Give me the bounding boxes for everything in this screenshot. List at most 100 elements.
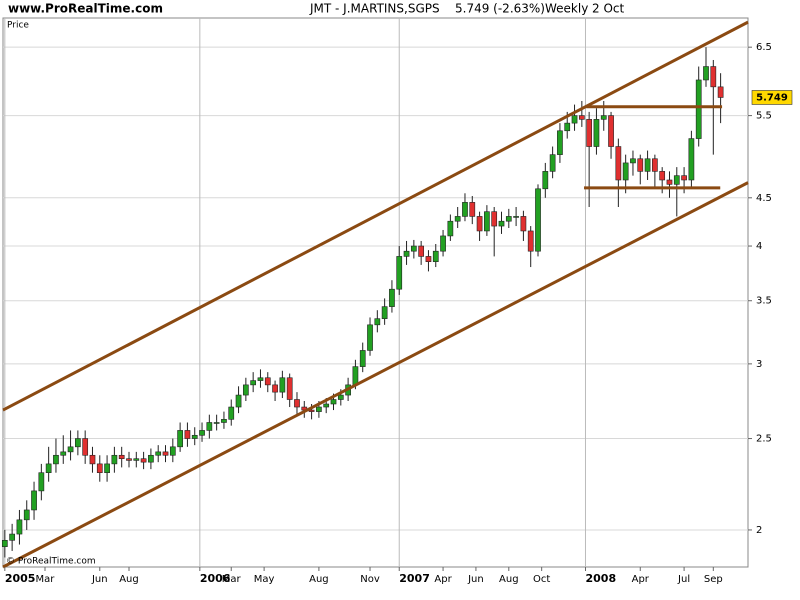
- candle-body: [710, 66, 717, 88]
- y-tick-label: 3: [756, 359, 762, 370]
- x-tick-label: 2005: [5, 572, 36, 585]
- candle-body: [191, 434, 198, 439]
- candle-body: [637, 158, 644, 172]
- candle-body: [235, 394, 242, 408]
- candle-body: [630, 158, 636, 164]
- candle-body: [549, 154, 556, 172]
- candle-body: [622, 162, 629, 181]
- candle-body: [104, 463, 110, 473]
- x-tick-label: Aug: [119, 574, 139, 585]
- candle-body: [184, 430, 191, 439]
- x-tick-label: Apr: [632, 574, 650, 585]
- y-tick-label: 4: [756, 241, 762, 252]
- date: 2 Oct: [592, 2, 624, 16]
- candle-body: [67, 446, 74, 453]
- candle-body: [440, 235, 446, 252]
- candle-body: [213, 422, 220, 424]
- candle-body: [396, 256, 403, 290]
- candle-body: [469, 202, 476, 217]
- candle-body: [593, 119, 600, 147]
- candle-body: [410, 245, 417, 252]
- candle-body: [644, 158, 651, 172]
- candle-body: [9, 533, 15, 541]
- candle-body: [498, 220, 505, 227]
- y-tick-label: 2: [756, 525, 762, 536]
- candle-body: [491, 211, 498, 227]
- candle-body: [681, 175, 687, 181]
- candle-body: [162, 451, 169, 456]
- candle-body: [111, 454, 118, 465]
- candle-body: [703, 66, 709, 81]
- y-tick-label: 4.5: [756, 193, 772, 204]
- candle-body: [118, 454, 125, 459]
- candle-body: [542, 171, 549, 190]
- candle-body: [264, 377, 271, 386]
- candle-body: [96, 463, 103, 473]
- candle-body: [53, 454, 59, 465]
- candle-body: [272, 384, 278, 393]
- candle-body: [462, 202, 468, 217]
- candle-body: [615, 146, 622, 181]
- candle-body: [60, 451, 67, 456]
- plot-area: [2, 17, 749, 568]
- candle-body: [82, 438, 89, 456]
- last-price-label: 5.749: [756, 92, 788, 103]
- x-tick-label: Aug: [499, 574, 519, 585]
- candle-body: [666, 179, 673, 185]
- candle-body: [75, 438, 81, 448]
- y-axis-label: Price: [7, 21, 29, 31]
- x-tick-label: Jul: [677, 574, 690, 585]
- candle-body: [126, 458, 132, 461]
- candle-body: [286, 377, 293, 400]
- candle-body: [374, 318, 381, 326]
- candle-body: [323, 403, 330, 408]
- y-tick-label: 6.5: [756, 42, 772, 53]
- x-tick-label: Aug: [309, 574, 329, 585]
- candle-body: [695, 79, 702, 139]
- candle-body: [447, 220, 454, 237]
- candle-body: [221, 419, 227, 423]
- candle-body: [169, 446, 176, 456]
- x-tick-label: Nov: [360, 574, 380, 585]
- x-tick-label: Sep: [704, 574, 723, 585]
- candle-body: [250, 380, 257, 386]
- candle-body: [578, 115, 585, 120]
- period: Weekly: [545, 2, 588, 16]
- x-tick-label: Jun: [467, 574, 484, 585]
- candle-body: [571, 115, 578, 124]
- candle-body: [381, 306, 388, 319]
- x-tick-label: Apr: [434, 574, 452, 585]
- candle-body: [177, 430, 183, 448]
- candle-body: [279, 377, 286, 393]
- candle-body: [564, 122, 571, 132]
- candle-body: [38, 472, 45, 492]
- candle-body: [16, 519, 23, 535]
- candle-body: [148, 454, 154, 463]
- candle-body: [527, 230, 534, 252]
- candle-body: [717, 86, 724, 98]
- candle-body: [359, 350, 366, 367]
- candle-body: [1, 540, 8, 547]
- chart-subtitle: 5.749 (-2.63%): [455, 2, 545, 16]
- chart-title: JMT - J.MARTINS,SGPS: [309, 2, 440, 16]
- candle-body: [673, 175, 680, 185]
- candle-body: [199, 430, 205, 436]
- candle-body: [600, 115, 607, 120]
- x-tick-label: Jun: [91, 574, 108, 585]
- x-tick-label: 2008: [585, 572, 616, 585]
- candle-body: [352, 366, 359, 386]
- candle-body: [140, 458, 147, 463]
- candle-body: [659, 171, 666, 181]
- copyright: © ProRealTime.com: [6, 557, 96, 567]
- x-tick-label: Mar: [36, 574, 56, 585]
- candle-body: [367, 324, 373, 351]
- candle-body: [45, 463, 52, 473]
- candle-body: [484, 211, 490, 232]
- site-name: www.ProRealTime.com: [8, 2, 163, 16]
- candle-body: [418, 245, 425, 257]
- candle-body: [688, 138, 695, 181]
- candle-body: [432, 250, 439, 262]
- candle-body: [454, 216, 461, 222]
- candle-body: [586, 119, 592, 147]
